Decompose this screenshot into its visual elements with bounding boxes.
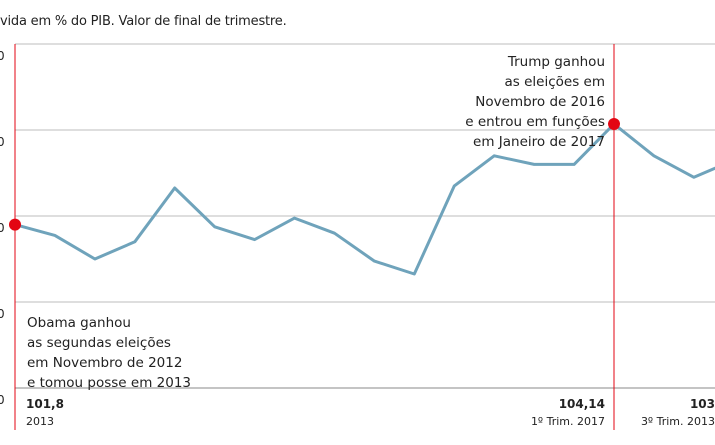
chart-subtitle: vida em % do PIB. Valor de final de trim… (0, 14, 287, 29)
trump-annotation-line: Novembro de 2016 (475, 94, 605, 110)
obama-annotation-line: as segundas eleições (27, 335, 171, 351)
trump-date-label: 1º Trim. 2017 (531, 415, 605, 428)
y-tick-labels: 0 0 0 0 0 (0, 49, 5, 407)
trump-value-label: 104,14 (559, 397, 605, 411)
obama-annotation-line: e tomou posse em 2013 (27, 375, 191, 391)
obama-value-label: 101,8 (26, 397, 64, 411)
annotations: Obama ganhou as segundas eleições em Novem… (27, 54, 605, 391)
trump-annotation-line: em Janeiro de 2017 (473, 134, 605, 150)
event-markers (9, 117, 620, 231)
y-tick-label: 0 (0, 135, 5, 149)
end-date-label: 3º Trim. 2013 (641, 415, 715, 428)
value-labels: 101,8 2013 104,14 1º Trim. 2017 103 3º Trim. … (26, 397, 715, 428)
obama-annotation-line: em Novembro de 2012 (27, 355, 182, 371)
trump-annotation-line: Trump ganhou (507, 54, 605, 70)
y-tick-label: 0 (0, 49, 5, 63)
event-lines (14, 44, 615, 430)
trump-annotation-line: e entrou em funções (465, 114, 605, 130)
y-tick-label: 0 (0, 307, 5, 321)
y-tick-label: 0 (0, 393, 5, 407)
obama-date-label: 2013 (26, 415, 54, 428)
end-value-label: 103 (690, 397, 715, 411)
trump-annotation-line: as eleições em (505, 74, 605, 90)
y-tick-label: 0 (0, 221, 5, 235)
obama-marker (9, 218, 21, 231)
series-line (14, 122, 715, 276)
gridlines (14, 43, 715, 389)
obama-annotation-line: Obama ganhou (27, 315, 131, 331)
trump-marker (608, 117, 620, 130)
